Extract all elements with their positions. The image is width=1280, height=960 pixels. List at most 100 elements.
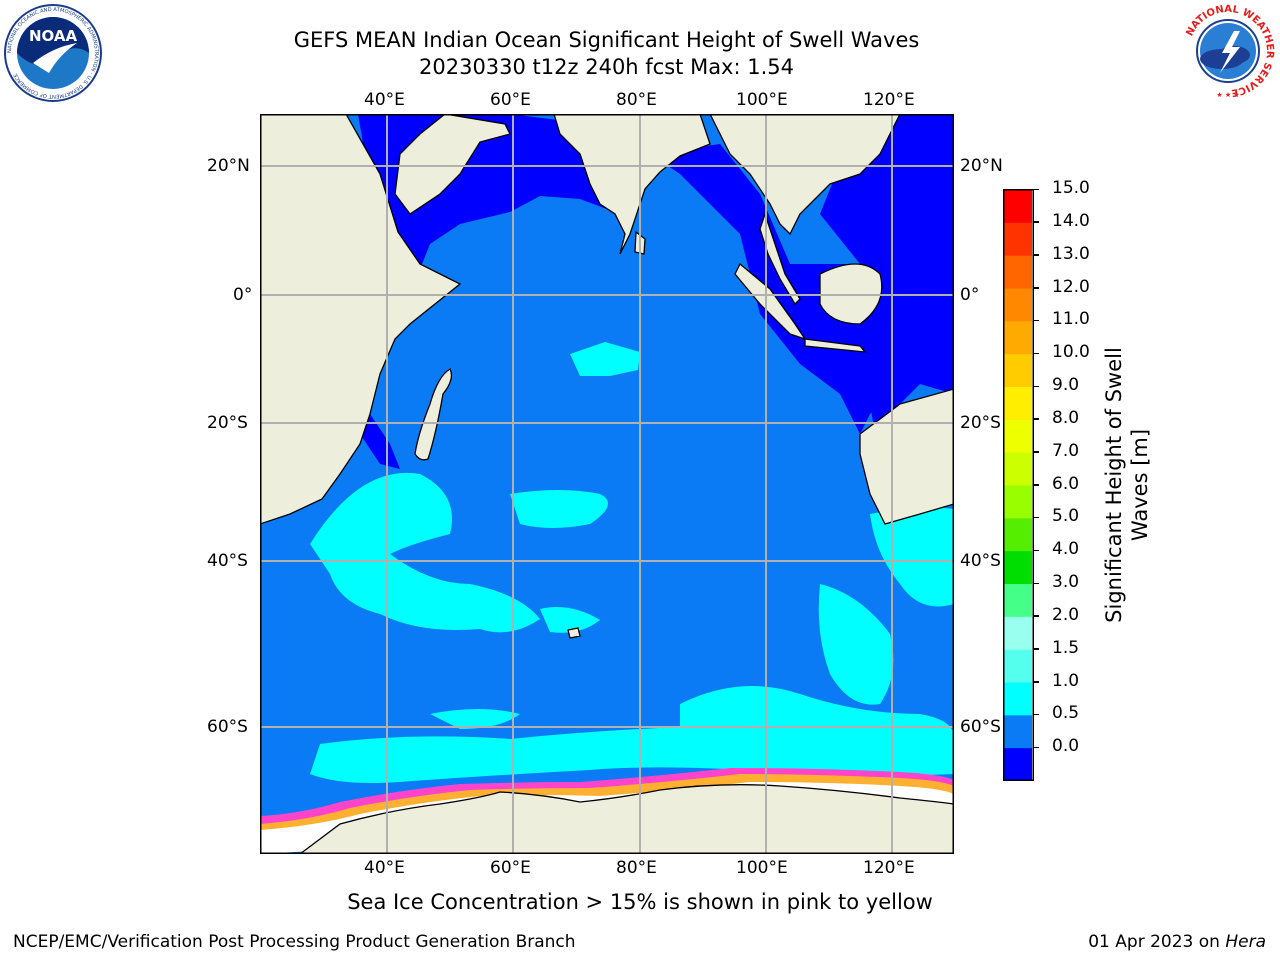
colorbar-tick-mark: [1033, 746, 1039, 749]
lat-tick-left-40s: 40°S: [207, 551, 248, 571]
colorbar-title-text: Significant Height of Swell Waves [m]: [1102, 347, 1152, 623]
java: [804, 338, 867, 353]
lon-tick-top-80e: 80°E: [616, 90, 657, 110]
colorbar-tick-mark: [1033, 385, 1039, 387]
colorbar-tick-label: 9.0: [1052, 375, 1080, 395]
footer-date: 01 Apr 2023 on Hera: [1088, 932, 1266, 952]
antarctica: [298, 784, 954, 854]
colorbar-tick-label: 0.5: [1052, 703, 1080, 724]
lon-tick-bottom-120e: 120°E: [863, 858, 915, 878]
colorbar-swatch: [1004, 321, 1032, 355]
colorbar-tick-mark: [1033, 681, 1039, 683]
colorbar-tick-mark: [1033, 713, 1039, 716]
lat-tick-right-60s: 60°S: [960, 717, 1001, 737]
colorbar-tick-label: 4.0: [1052, 539, 1080, 560]
colorbar-tick-label: 13.0: [1052, 243, 1090, 264]
colorbar-tick-label: 11.0: [1052, 309, 1090, 330]
colorbar: [1003, 189, 1034, 782]
lon-tick-bottom-100e: 100°E: [736, 858, 788, 878]
colorbar-tick-mark: [1033, 549, 1039, 552]
colorbar-tick-mark: [1033, 287, 1039, 289]
noaa-logo: NOAA NATIONAL OCEANIC AND ATMOSPHERIC AD…: [3, 3, 103, 103]
footer-host: Hera: [1225, 932, 1266, 952]
india: [553, 114, 711, 255]
colorbar-swatch: [1004, 715, 1032, 749]
colorbar-swatch: [1004, 452, 1032, 486]
colorbar-swatch: [1004, 584, 1032, 618]
lon-tick-bottom-60e: 60°E: [490, 858, 531, 878]
map-panel: [260, 114, 954, 854]
colorbar-swatch: [1004, 288, 1032, 322]
lat-tick-right-0: 0°: [960, 285, 980, 305]
colorbar-tick-label: 12.0: [1052, 276, 1090, 297]
svg-text:★ ★ ★: ★ ★ ★: [1216, 91, 1239, 99]
lon-tick-top-60e: 60°E: [490, 90, 531, 110]
colorbar-swatch: [1004, 419, 1032, 454]
colorbar-tick-mark: [1033, 188, 1039, 190]
colorbar-tick-mark: [1033, 615, 1039, 617]
colorbar-tick-label: 3.0: [1052, 572, 1080, 592]
colorbar-tick-label: 8.0: [1052, 407, 1080, 428]
colorbar-tick-label: 15.0: [1052, 178, 1090, 198]
lat-tick-right-20n: 20°N: [960, 156, 1003, 176]
colorbar-tick-label: 5.0: [1052, 506, 1080, 527]
colorbar-tick-label: 10.0: [1052, 342, 1090, 363]
colorbar-swatch: [1004, 518, 1032, 552]
colorbar-swatch: [1004, 649, 1032, 683]
colorbar-tick-mark: [1033, 484, 1039, 486]
bay-of-bengal-deep-blue: [650, 144, 954, 434]
colorbar-swatch: [1004, 748, 1032, 782]
colorbar-tick-label: 14.0: [1052, 210, 1090, 231]
lon-tick-top-40e: 40°E: [364, 90, 405, 110]
lon-tick-bottom-40e: 40°E: [364, 858, 405, 878]
lon-tick-bottom-80e: 80°E: [616, 858, 657, 878]
noaa-logo-text: NOAA: [29, 27, 78, 45]
colorbar-tick-label: 7.0: [1052, 440, 1080, 461]
colorbar-tick-mark: [1033, 516, 1039, 519]
lat-tick-left-20s: 20°S: [207, 413, 248, 433]
colorbar-tick-mark: [1033, 319, 1039, 322]
colorbar-tick-mark: [1033, 582, 1039, 584]
colorbar-tick-mark: [1033, 352, 1039, 355]
colorbar-tick-label: 0.0: [1052, 736, 1080, 757]
colorbar-tick-label: 1.0: [1052, 670, 1080, 691]
colorbar-swatch: [1004, 255, 1032, 289]
colorbar-swatch: [1004, 190, 1032, 224]
footer-producer: NCEP/EMC/Verification Post Processing Pr…: [13, 932, 576, 952]
colorbar-tick-label: 6.0: [1052, 473, 1080, 494]
lat-tick-right-20s: 20°S: [960, 413, 1001, 433]
colorbar-tick-mark: [1033, 648, 1039, 650]
colorbar-swatch: [1004, 387, 1032, 421]
footer-date-text: 01 Apr 2023 on: [1088, 932, 1226, 952]
swell-height-map: [260, 114, 954, 854]
lat-tick-left-60s: 60°S: [207, 717, 248, 737]
colorbar-tick-mark: [1033, 451, 1039, 453]
colorbar-tick-label: 1.5: [1052, 637, 1080, 658]
colorbar-tick-mark: [1033, 254, 1039, 256]
arabia-peninsula: [394, 114, 511, 215]
map-frame: [260, 114, 954, 854]
east-indies-deep-blue: [820, 114, 954, 434]
nws-logo: NATIONAL WEATHER SERVICE ★ ★ ★: [1178, 3, 1278, 99]
kerguelen-island: [567, 627, 581, 639]
lat-tick-left-20n: 20°N: [207, 156, 250, 176]
colorbar-tick-mark: [1033, 418, 1039, 420]
map-title-line1: GEFS MEAN Indian Ocean Significant Heigh…: [293, 28, 920, 52]
colorbar-tick-label: 2.0: [1052, 604, 1080, 625]
colorbar-swatch: [1004, 222, 1032, 257]
colorbar-swatch: [1004, 485, 1032, 519]
southeast-asia: [709, 114, 901, 236]
colorbar-swatch: [1004, 682, 1032, 716]
lon-tick-top-100e: 100°E: [736, 90, 788, 110]
malay-peninsula: [759, 211, 801, 306]
sea-ice-caption: Sea Ice Concentration > 15% is shown in …: [347, 890, 933, 914]
colorbar-swatch: [1004, 354, 1032, 388]
lat-tick-right-40s: 40°S: [960, 551, 1001, 571]
colorbar-swatches: [1003, 189, 1034, 782]
map-title-line2: 20230330 t12z 240h fcst Max: 1.54: [419, 55, 794, 79]
colorbar-swatch: [1004, 551, 1032, 585]
graticule: [260, 114, 954, 854]
lat-tick-left-0: 0°: [233, 285, 253, 305]
lon-tick-top-120e: 120°E: [863, 90, 915, 110]
colorbar-swatch: [1004, 616, 1032, 651]
